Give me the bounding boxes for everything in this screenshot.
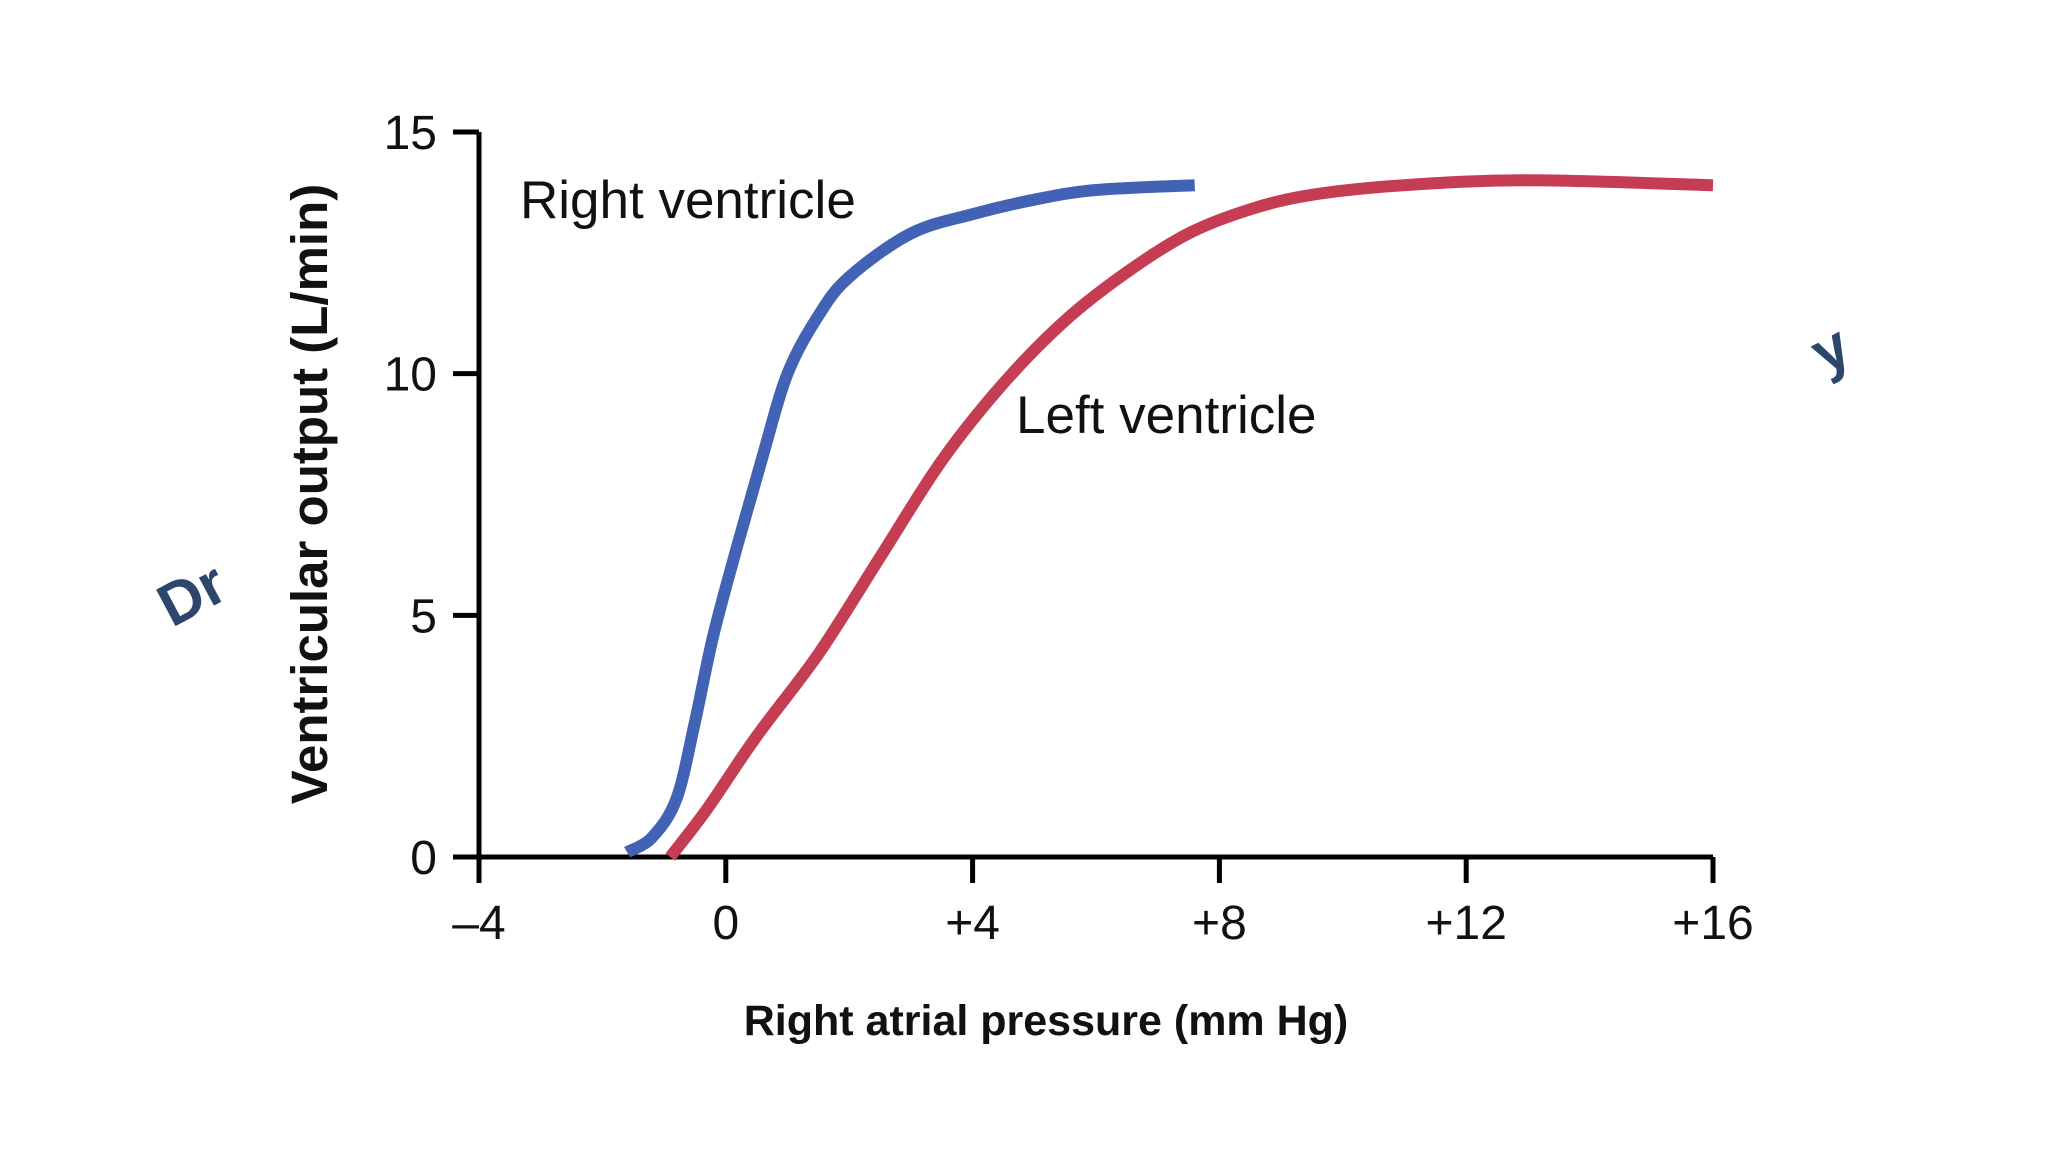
- x-axis-title: Right atrial pressure (mm Hg): [744, 997, 1349, 1045]
- y-axis-title: Ventricular output (L/min): [281, 184, 338, 805]
- tick-labels: –4 0 +4 +8 +12 +16 0 5 10 15: [384, 107, 1754, 950]
- series-line-left-ventricle: [665, 174, 1714, 861]
- x-tick-label-1: 0: [712, 897, 739, 950]
- x-tick-label-3: +8: [1192, 897, 1247, 950]
- x-tick-label-5: +16: [1672, 897, 1753, 950]
- x-tick-label-2: +4: [945, 897, 1000, 950]
- y-tick-label-3: 15: [384, 107, 437, 160]
- series-line-right-ventricle: [624, 179, 1195, 858]
- watermark-right: y: [1800, 311, 1861, 386]
- x-tick-label-0: –4: [452, 897, 505, 950]
- tick-marks: [453, 129, 1716, 883]
- y-tick-label-1: 5: [410, 590, 437, 643]
- series-label-right-ventricle: Right ventricle: [520, 171, 856, 230]
- series-label-left-ventricle: Left ventricle: [1016, 386, 1316, 445]
- watermark-left: Dr: [147, 549, 237, 639]
- y-tick-label-2: 10: [384, 349, 437, 402]
- x-tick-label-4: +12: [1425, 897, 1506, 950]
- y-tick-label-0: 0: [410, 832, 437, 885]
- series-lines: [624, 174, 1714, 861]
